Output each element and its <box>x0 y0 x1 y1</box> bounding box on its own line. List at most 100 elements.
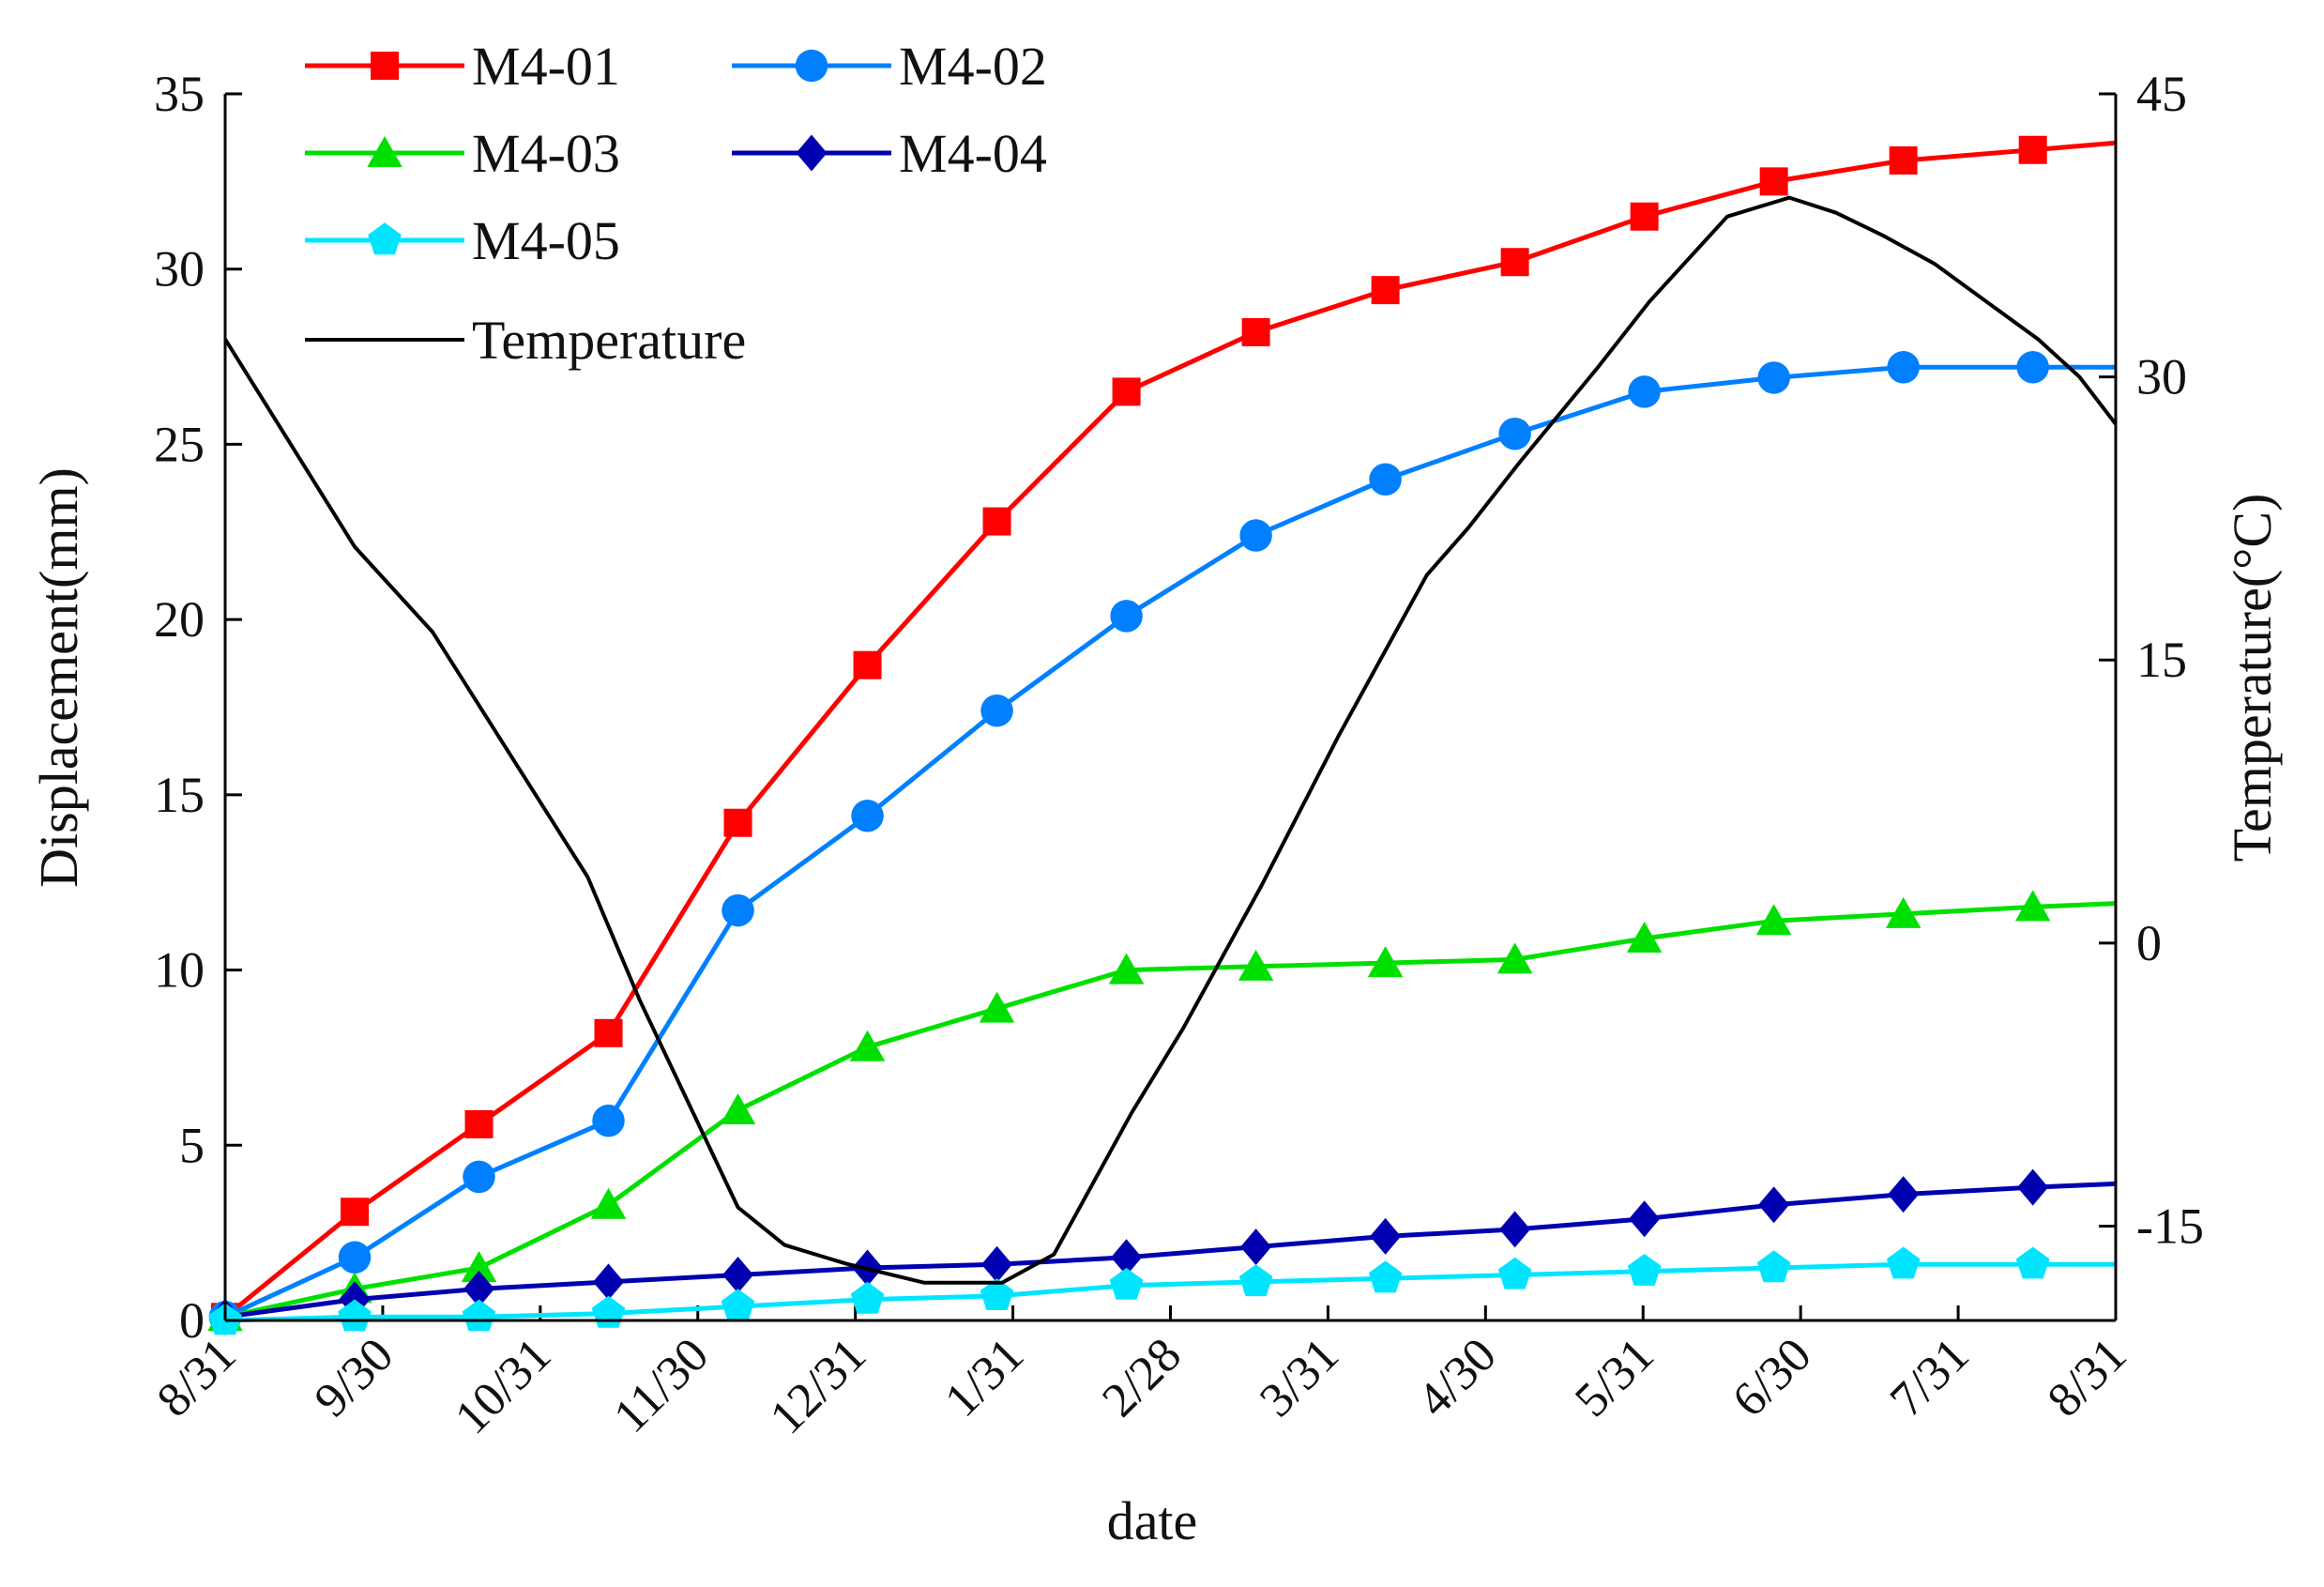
legend-label: M4-04 <box>899 123 1047 184</box>
y-tick-label: 10 <box>154 942 205 999</box>
circle-marker <box>338 1241 372 1274</box>
pentagon-marker <box>462 1299 496 1332</box>
diamond-marker <box>463 1270 495 1307</box>
square-marker <box>1889 145 1918 175</box>
pentagon-marker <box>850 1281 885 1314</box>
triangle-marker <box>1108 953 1145 984</box>
legend-label: M4-05 <box>472 210 620 271</box>
x-tick-label: 12/31 <box>760 1328 876 1444</box>
x-tick-label: 7/31 <box>1880 1328 1980 1427</box>
square-marker <box>1371 276 1400 305</box>
x-tick-label: 4/30 <box>1407 1328 1507 1427</box>
circle-marker <box>463 1160 495 1194</box>
y2-axis-title: Temperature(°C) <box>2222 494 2283 862</box>
triangle-marker <box>1885 896 1921 928</box>
pentagon-marker <box>980 1278 1014 1310</box>
x-axis-title: date <box>1107 1490 1198 1551</box>
legend-entry-m4-02: M4-02 <box>732 36 1047 97</box>
series-m4-04 <box>209 1168 2117 1335</box>
pentagon-marker <box>338 1299 372 1332</box>
x-tick-label: 8/31 <box>2038 1328 2137 1427</box>
circle-marker <box>980 694 1013 727</box>
y2-tick-label: 15 <box>2136 632 2187 688</box>
triangle-marker <box>367 136 403 167</box>
y-tick-label: 25 <box>154 416 205 472</box>
y-tick-label: 15 <box>154 767 205 823</box>
legend-entry-m4-03: M4-03 <box>305 123 620 184</box>
square-marker <box>1112 377 1141 406</box>
legend-entry-m4-04: M4-04 <box>732 123 1047 184</box>
x-tick-label: 10/31 <box>445 1328 561 1444</box>
y-tick-label: 20 <box>154 591 205 648</box>
diamond-marker <box>722 1256 754 1293</box>
x-tick-label: 6/30 <box>1723 1328 1822 1427</box>
square-marker <box>1630 202 1659 231</box>
series-m4-02 <box>208 351 2116 1334</box>
series-line <box>224 1261 2116 1323</box>
pentagon-marker <box>1238 1264 1273 1297</box>
y2-tick-label: 0 <box>2136 915 2162 971</box>
triangle-marker <box>461 1250 497 1282</box>
square-marker <box>982 507 1011 536</box>
y-tick-label: 5 <box>179 1117 205 1173</box>
square-marker <box>1500 248 1529 277</box>
legend-label: M4-01 <box>472 36 620 97</box>
y2-tick-label: 30 <box>2136 349 2187 405</box>
diamond-marker <box>1888 1176 1920 1213</box>
axes-frame <box>223 94 2118 1322</box>
diamond-marker <box>1499 1211 1531 1248</box>
legend-entry-temperature: Temperature <box>305 310 746 371</box>
pentagon-marker <box>721 1289 755 1321</box>
square-marker <box>594 1018 623 1047</box>
pentagon-marker <box>1497 1257 1532 1289</box>
circle-marker <box>795 49 828 83</box>
series-line <box>224 1181 2117 1320</box>
pentagon-marker <box>368 222 402 255</box>
series-line <box>223 195 2118 1285</box>
circle-marker <box>1369 463 1402 496</box>
triangle-marker <box>2014 890 2051 922</box>
diamond-marker <box>1370 1217 1402 1255</box>
y-axis-title: Displacement(mm) <box>28 467 89 888</box>
circle-marker <box>1239 519 1272 552</box>
circle-marker <box>1887 351 1920 384</box>
square-marker <box>853 650 882 679</box>
series-temperature <box>223 195 2118 1285</box>
circle-marker <box>2016 351 2049 384</box>
legend-label: M4-03 <box>472 123 620 184</box>
triangle-marker <box>590 1187 627 1219</box>
series-m4-05 <box>208 1246 2116 1335</box>
diamond-marker <box>796 134 828 172</box>
circle-marker <box>1628 375 1661 408</box>
legend-label: Temperature <box>472 310 746 371</box>
diamond-marker <box>1111 1239 1143 1276</box>
x-tick-label: 8/31 <box>147 1328 247 1427</box>
x-tick-label: 9/30 <box>305 1328 404 1427</box>
square-marker <box>2018 135 2047 164</box>
circle-marker <box>1498 417 1531 450</box>
triangle-marker <box>1238 949 1274 981</box>
y2-tick-label: -15 <box>2136 1198 2204 1254</box>
pentagon-marker <box>1109 1267 1144 1300</box>
diamond-marker <box>1758 1186 1790 1224</box>
y-tick-label: 35 <box>154 66 205 122</box>
series-m4-01 <box>211 135 2117 1332</box>
diamond-marker <box>593 1263 625 1301</box>
square-marker <box>1759 167 1788 196</box>
circle-marker <box>592 1104 625 1137</box>
circle-marker <box>851 800 884 832</box>
triangle-marker <box>1496 942 1533 974</box>
y-tick-label: 0 <box>179 1292 205 1349</box>
series-line <box>223 140 2117 1320</box>
square-marker <box>723 808 752 837</box>
triangle-marker <box>849 1030 886 1061</box>
triangle-marker <box>1367 946 1404 978</box>
y2-tick-label: 45 <box>2136 66 2187 122</box>
pentagon-marker <box>1756 1250 1791 1283</box>
square-marker <box>1241 317 1270 346</box>
pentagon-marker <box>591 1295 626 1328</box>
y-tick-label: 30 <box>154 241 205 298</box>
triangle-marker <box>720 1092 756 1124</box>
circle-marker <box>722 893 754 927</box>
